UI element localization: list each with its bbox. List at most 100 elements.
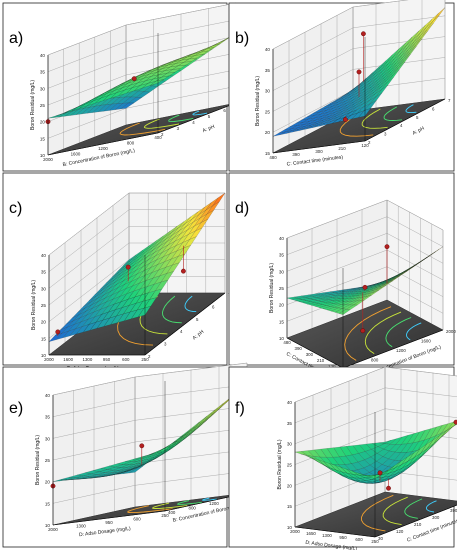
y-tick-label: 390	[450, 508, 457, 513]
y-axis-line	[374, 504, 457, 538]
z-tick-label: 20	[45, 480, 51, 485]
y-tick-label: 6	[212, 304, 215, 309]
z-tick-label: 35	[40, 70, 46, 75]
floor-contour	[364, 311, 402, 354]
z-tick-label: 10	[287, 525, 293, 530]
x-axis-line	[286, 337, 344, 369]
y-tick-label: 4	[180, 329, 183, 334]
z-tick-label: 10	[45, 523, 51, 528]
z-tick-label: 25	[287, 463, 293, 468]
response-surface	[294, 420, 457, 484]
x-tick-label: 2000	[290, 529, 300, 534]
z-tick-label: 25	[279, 286, 285, 291]
x-axis-title: D: Adso Dosage (mg/L)	[305, 540, 358, 550]
x-tick-label: 210	[338, 146, 346, 151]
x-tick-label: 250	[371, 539, 379, 544]
y-tick-label: 2	[148, 354, 151, 359]
x-tick-label: 390	[292, 152, 300, 157]
floor-contour	[406, 322, 422, 341]
z-tick-label: 30	[40, 86, 46, 91]
x-tick-label: 400	[154, 135, 162, 140]
design-point	[125, 264, 131, 270]
floor-contour	[119, 122, 166, 136]
z-tick-label: 15	[40, 136, 46, 141]
z-tick-label: 35	[279, 253, 285, 258]
y-axis-line	[144, 292, 226, 356]
design-point	[377, 470, 383, 476]
z-axis-title: Boron Residual (mg/L)	[269, 263, 275, 313]
z-tick-label: 30	[41, 286, 47, 291]
x-axis-line	[52, 510, 166, 526]
y-axis-title: A: pH	[202, 124, 216, 134]
floor-contour	[143, 118, 180, 129]
floor-contour	[201, 497, 217, 501]
x-tick-label: 1600	[63, 357, 73, 362]
y-tick-label: 1200	[396, 348, 406, 353]
response-surface	[272, 7, 446, 137]
floor-contour	[151, 502, 188, 509]
x-tick-label: 1650	[306, 531, 316, 536]
design-point	[180, 268, 186, 274]
y-tick-label: 120	[396, 529, 404, 534]
panel-letter: c)	[9, 200, 22, 217]
z-tick-label: 35	[265, 68, 271, 73]
floor-contour	[162, 295, 182, 324]
z-tick-label: 40	[40, 53, 46, 58]
response-surface	[48, 192, 226, 342]
z-tick-label: 15	[41, 336, 47, 341]
z-axis-title: Boron Residual (mg/L)	[31, 280, 37, 330]
design-point	[343, 117, 348, 123]
design-point	[131, 76, 137, 82]
surface-cell	[52, 479, 67, 482]
z-tick-label: 30	[265, 89, 271, 94]
z-tick-label: 20	[279, 303, 285, 308]
z-tick-label: 15	[279, 319, 285, 324]
x-tick-label: 600	[122, 357, 130, 362]
z-tick-label: 10	[279, 336, 285, 341]
design-point	[453, 419, 457, 425]
y-tick-label: 4	[400, 123, 403, 128]
x-tick-label: 2000	[48, 527, 58, 532]
x-tick-label: 300	[306, 352, 314, 357]
x-tick-label: 390	[295, 346, 303, 351]
y-tick-label: 1200	[209, 501, 219, 506]
x-tick-label: 950	[105, 520, 113, 525]
z-tick-label: 30	[287, 442, 293, 447]
z-tick-label: 10	[41, 353, 47, 358]
x-axis-line	[294, 526, 376, 538]
z-tick-label: 15	[265, 151, 271, 156]
y-tick-label: 3	[177, 126, 180, 131]
panel-letter: e)	[9, 400, 23, 417]
design-point	[139, 443, 145, 449]
floor-contour	[405, 104, 417, 114]
x-tick-label: 600	[355, 537, 363, 542]
z-tick-label: 40	[45, 393, 51, 398]
x-tick-label: 480	[283, 340, 291, 345]
floor-contour	[361, 494, 394, 532]
x-tick-label: 210	[317, 358, 325, 363]
z-tick-label: 25	[265, 109, 271, 114]
surface-cell	[294, 451, 308, 456]
floor-contour	[176, 500, 203, 505]
y-tick-label: 5	[208, 114, 211, 119]
y-tick-label: 5	[196, 317, 199, 322]
y-tick-label: 300	[432, 515, 440, 520]
x-tick-label: 1200	[98, 146, 108, 151]
x-axis-line	[47, 132, 159, 156]
z-axis-title: Boron Residual (mg/L)	[35, 435, 41, 485]
z-tick-label: 40	[287, 400, 293, 405]
z-tick-label: 35	[45, 415, 51, 420]
y-tick-label: 210	[414, 522, 422, 527]
z-tick-label: 25	[45, 458, 51, 463]
design-point	[360, 328, 366, 334]
floor-contour	[383, 106, 403, 121]
y-tick-label: 2	[161, 132, 164, 137]
floor-contour	[404, 498, 423, 519]
surface-cell	[47, 113, 62, 119]
y-tick-label: 800	[189, 506, 197, 511]
z-tick-label: 20	[41, 320, 47, 325]
z-tick-label: 40	[279, 236, 285, 241]
